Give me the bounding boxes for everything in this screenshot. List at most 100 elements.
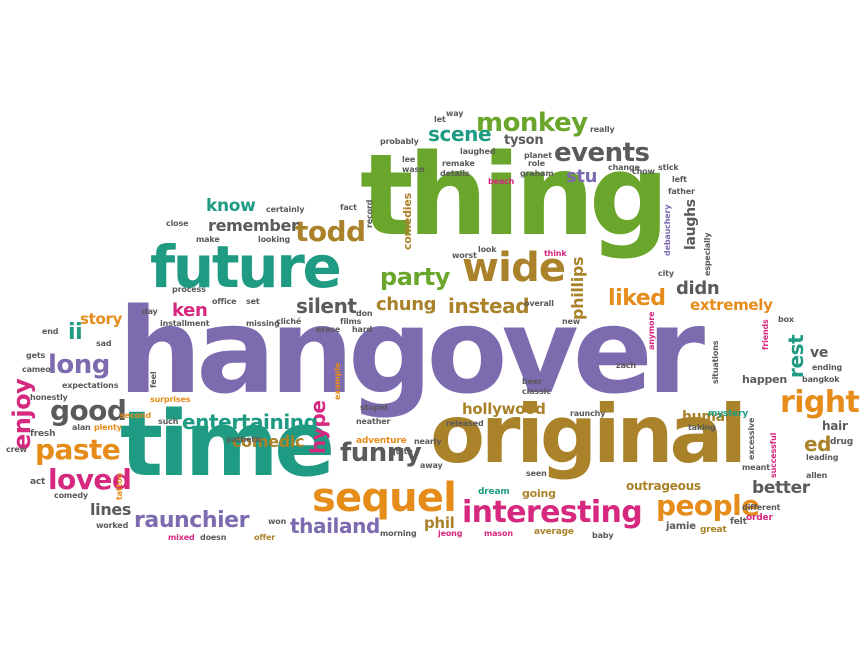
word-gets: gets bbox=[26, 351, 46, 360]
word-allen: allen bbox=[806, 471, 828, 480]
word-average: average bbox=[534, 527, 574, 537]
word-example: example bbox=[333, 362, 342, 400]
word-felt: felt bbox=[730, 517, 747, 527]
word-make: make bbox=[196, 235, 220, 244]
word-crew: crew bbox=[6, 445, 27, 454]
word-beach: beach bbox=[488, 177, 515, 186]
word-mystery: mystery bbox=[708, 409, 749, 419]
word-story: story bbox=[80, 310, 123, 328]
word-bangkok: bangkok bbox=[802, 375, 840, 384]
word-think: think bbox=[544, 249, 567, 258]
word-process: process bbox=[172, 285, 206, 294]
word-phillips: phillips bbox=[568, 256, 587, 320]
word-seen: seen bbox=[526, 469, 547, 478]
word-laughs: laughs bbox=[683, 199, 699, 250]
word-feel: feel bbox=[149, 371, 158, 388]
word-doesn: doesn bbox=[200, 533, 227, 542]
word-meant: meant bbox=[742, 463, 770, 472]
word-entertaining: entertaining bbox=[182, 410, 318, 434]
word-don: don bbox=[356, 309, 373, 318]
word-ending: ending bbox=[812, 363, 843, 372]
word-new: new bbox=[562, 317, 581, 326]
word-didn: didn bbox=[676, 278, 720, 299]
word-tattoo: tattoo bbox=[115, 473, 124, 500]
word-instead: instead bbox=[448, 294, 530, 318]
word-such: such bbox=[158, 417, 179, 426]
word-overall: overall bbox=[524, 299, 554, 308]
word-successful: successful bbox=[769, 432, 778, 478]
word-anymore: anymore bbox=[647, 311, 656, 350]
word-going: going bbox=[522, 487, 556, 500]
word-fresh: fresh bbox=[30, 429, 56, 439]
word-worst: worst bbox=[452, 251, 477, 260]
word-father: father bbox=[668, 187, 695, 196]
word-city: city bbox=[658, 269, 674, 278]
word-happen: happen bbox=[742, 373, 787, 386]
word-lines: lines bbox=[90, 500, 132, 519]
word-quite: quite bbox=[390, 447, 413, 456]
word-dream: dream bbox=[478, 487, 510, 497]
word-zach: zach bbox=[616, 361, 636, 370]
word-time: time bbox=[120, 392, 335, 497]
word-original: original bbox=[430, 388, 747, 481]
word-baby: baby bbox=[592, 531, 614, 540]
word-taking: taking bbox=[688, 423, 716, 432]
word-left: left bbox=[672, 175, 687, 184]
word-situations: situations bbox=[711, 340, 720, 384]
word-missing: missing bbox=[246, 319, 280, 328]
word-stick: stick bbox=[658, 163, 679, 172]
word-honestly: honestly bbox=[30, 393, 68, 402]
word-look: look bbox=[478, 245, 497, 254]
word-expectations: expectations bbox=[62, 381, 119, 390]
word-hair: hair bbox=[822, 419, 848, 433]
word-graham: graham bbox=[520, 169, 554, 178]
word-events: events bbox=[554, 138, 650, 168]
word-hard: hard bbox=[352, 325, 373, 334]
word-classic: classic bbox=[522, 387, 551, 396]
word-comedies: comedies bbox=[401, 193, 414, 250]
word-details: details bbox=[440, 169, 470, 178]
word-record: record bbox=[365, 199, 374, 228]
word-day: day bbox=[142, 307, 158, 316]
word-neather: neather bbox=[356, 417, 391, 426]
word-installment: installment bbox=[160, 319, 210, 328]
word-different: different bbox=[742, 503, 781, 512]
word-hangover: hangover bbox=[118, 282, 705, 420]
word-ed: ed bbox=[804, 432, 832, 456]
word-fact: fact bbox=[340, 203, 357, 212]
word-way: way bbox=[446, 109, 464, 118]
word-laughed: laughed bbox=[460, 147, 496, 156]
word-great: great bbox=[700, 525, 727, 535]
word-good: good bbox=[50, 394, 127, 427]
word-adventure: adventure bbox=[356, 436, 407, 446]
word-away: away bbox=[420, 461, 443, 470]
word-office: office bbox=[212, 297, 237, 306]
word-role: role bbox=[528, 159, 545, 168]
word-alan: alan bbox=[72, 423, 91, 432]
word-scene: scene bbox=[428, 122, 492, 146]
word-outrageous: outrageous bbox=[626, 479, 701, 493]
word-raunchy: raunchy bbox=[570, 409, 606, 418]
word-extremely: extremely bbox=[690, 296, 773, 314]
word-thailand: thailand bbox=[290, 514, 380, 538]
word-interesting: interesting bbox=[462, 495, 643, 530]
word-order: order bbox=[746, 513, 773, 523]
word-released: released bbox=[446, 419, 484, 428]
word-remember: remember bbox=[208, 216, 299, 235]
word-end: end bbox=[42, 327, 59, 336]
word-cameo: cameo bbox=[22, 365, 51, 374]
word-close: close bbox=[166, 219, 189, 228]
word-certainly: certainly bbox=[266, 205, 305, 214]
word-phil: phil bbox=[424, 514, 455, 532]
word-nearly: nearly bbox=[414, 437, 442, 446]
word-rest: rest bbox=[784, 334, 808, 378]
word-debauchery: debauchery bbox=[663, 204, 672, 256]
word-lee: lee bbox=[402, 155, 416, 164]
word-tyson: tyson bbox=[504, 133, 544, 148]
word-monkey: monkey bbox=[476, 108, 588, 138]
word-chung: chung bbox=[376, 294, 437, 315]
word-really: really bbox=[590, 125, 615, 134]
word-stupid: stupid bbox=[360, 403, 388, 412]
word-sad: sad bbox=[96, 339, 112, 348]
